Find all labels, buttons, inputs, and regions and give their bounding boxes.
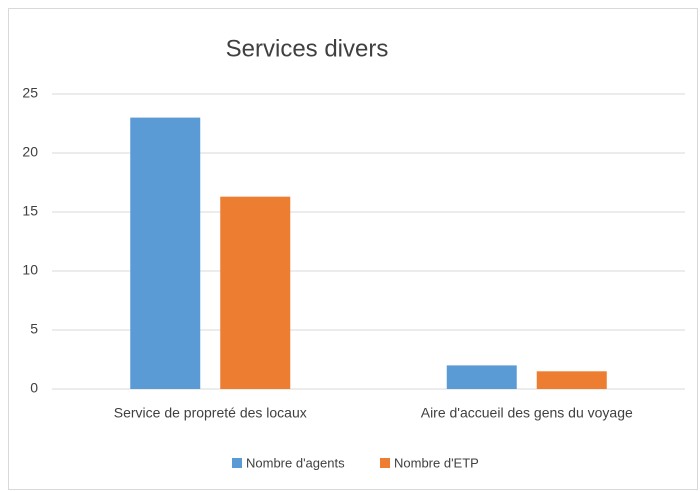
x-tick-label: Service de propreté des locaux [114, 405, 307, 421]
legend-label: Nombre d'ETP [394, 455, 479, 470]
y-tick-label: 20 [22, 144, 38, 160]
legend-swatch [232, 458, 242, 468]
y-tick-label: 15 [22, 203, 38, 219]
bar [446, 365, 517, 389]
legend-label: Nombre d'agents [246, 455, 345, 470]
bar [220, 196, 291, 389]
y-tick-label: 10 [22, 262, 38, 278]
y-tick-label: 5 [30, 321, 38, 337]
y-tick-label: 25 [22, 85, 38, 101]
chart-frame [8, 8, 698, 490]
bar [130, 117, 201, 389]
x-tick-label: Aire d'accueil des gens du voyage [421, 405, 633, 421]
legend-swatch [380, 458, 390, 468]
y-tick-label: 0 [30, 380, 38, 396]
chart-title: Services divers [226, 35, 389, 62]
bar [536, 371, 607, 389]
